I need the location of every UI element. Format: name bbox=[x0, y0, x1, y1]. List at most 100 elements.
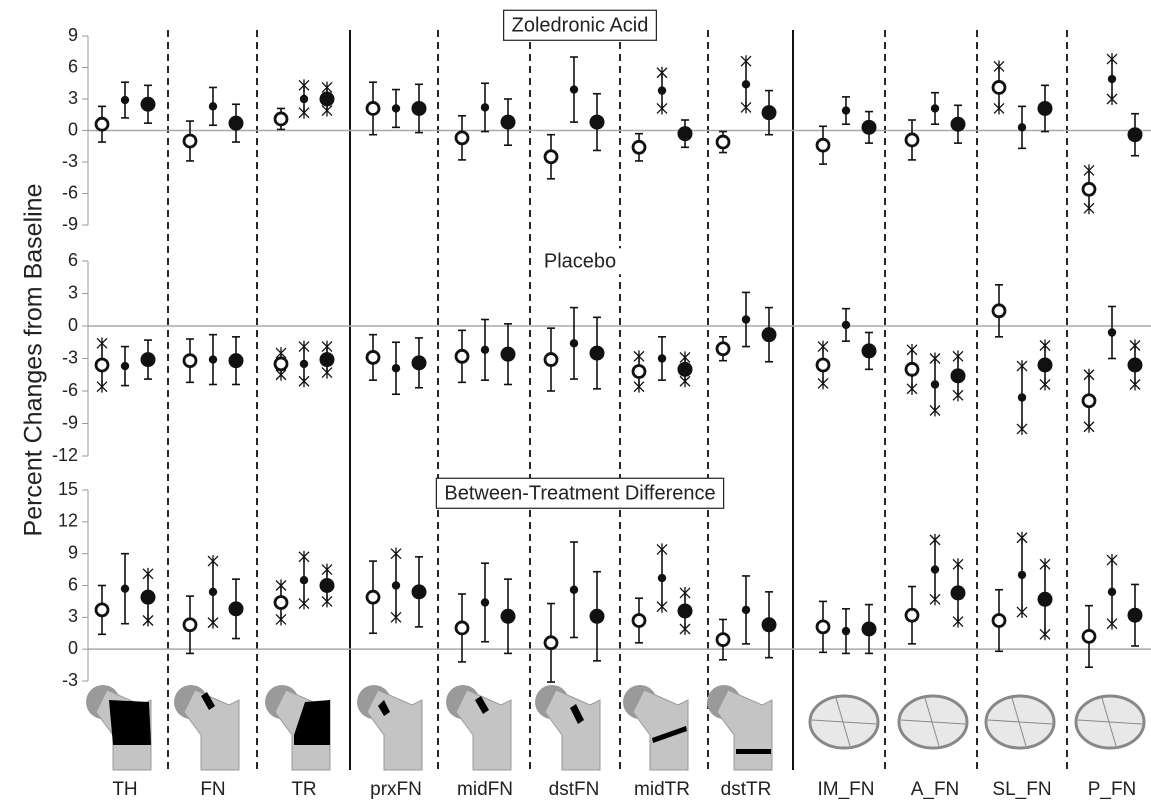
x-tick-label: prxFN bbox=[370, 779, 422, 800]
marker bbox=[817, 139, 829, 151]
marker bbox=[951, 368, 966, 383]
marker bbox=[481, 103, 489, 111]
marker bbox=[951, 585, 966, 600]
marker bbox=[1108, 328, 1116, 336]
marker bbox=[96, 118, 108, 130]
marker bbox=[993, 81, 1005, 93]
marker bbox=[931, 380, 939, 388]
marker bbox=[590, 115, 605, 130]
significance-star bbox=[299, 79, 309, 91]
marker bbox=[658, 354, 666, 362]
marker bbox=[121, 584, 129, 592]
marker bbox=[545, 354, 557, 366]
significance-star bbox=[930, 534, 940, 546]
marker bbox=[906, 609, 918, 621]
marker bbox=[862, 343, 877, 358]
x-tick-label: TR bbox=[291, 779, 316, 800]
panel-title: Zoledronic Acid bbox=[512, 14, 649, 36]
significance-star bbox=[1017, 360, 1027, 372]
marker bbox=[229, 353, 244, 368]
significance-star bbox=[143, 615, 153, 627]
significance-star bbox=[1084, 202, 1094, 214]
marker bbox=[678, 362, 693, 377]
panel-title: Placebo bbox=[544, 250, 616, 272]
femur-neck bbox=[717, 690, 772, 770]
marker bbox=[762, 617, 777, 632]
marker bbox=[951, 117, 966, 132]
marker bbox=[1038, 358, 1053, 373]
marker bbox=[392, 364, 400, 372]
marker bbox=[412, 355, 427, 370]
marker bbox=[931, 565, 939, 573]
marker bbox=[1018, 393, 1026, 401]
y-axis-label: Percent Changes from Baseline bbox=[20, 184, 48, 537]
marker bbox=[300, 360, 308, 368]
significance-star bbox=[953, 616, 963, 628]
marker bbox=[717, 634, 729, 646]
significance-star bbox=[657, 543, 667, 555]
marker bbox=[1018, 571, 1026, 579]
significance-star bbox=[680, 351, 690, 363]
y-tick-label: -9 bbox=[62, 412, 78, 432]
significance-star bbox=[1017, 532, 1027, 544]
marker bbox=[121, 362, 129, 370]
marker bbox=[184, 135, 196, 147]
marker bbox=[717, 343, 729, 355]
marker bbox=[906, 134, 918, 146]
marker bbox=[1083, 630, 1095, 642]
marker bbox=[481, 598, 489, 606]
chart: Percent Changes from Baseline -9-6-30369… bbox=[0, 0, 1151, 807]
marker bbox=[184, 619, 196, 631]
marker bbox=[717, 136, 729, 148]
significance-star bbox=[907, 344, 917, 356]
marker bbox=[141, 590, 156, 605]
y-tick-label: 0 bbox=[68, 119, 78, 139]
significance-star bbox=[953, 389, 963, 401]
significance-star bbox=[1084, 369, 1094, 381]
significance-star bbox=[657, 601, 667, 613]
marker bbox=[209, 588, 217, 596]
marker bbox=[1083, 183, 1095, 195]
marker bbox=[931, 104, 939, 112]
y-tick-label: 0 bbox=[68, 315, 78, 335]
marker bbox=[96, 604, 108, 616]
significance-star bbox=[657, 67, 667, 79]
marker bbox=[862, 622, 877, 637]
y-tick-label: 15 bbox=[58, 479, 78, 499]
marker bbox=[762, 327, 777, 342]
significance-star bbox=[741, 55, 751, 67]
y-tick-label: 6 bbox=[68, 250, 78, 270]
panel-title: Between-Treatment Difference bbox=[444, 482, 715, 504]
marker bbox=[817, 621, 829, 633]
x-tick-label: TH bbox=[112, 779, 137, 800]
significance-star bbox=[1084, 164, 1094, 176]
significance-star bbox=[322, 367, 332, 379]
marker bbox=[456, 132, 468, 144]
x-tick-label: A_FN bbox=[911, 779, 960, 800]
marker bbox=[275, 596, 287, 608]
significance-star bbox=[930, 353, 940, 365]
marker bbox=[590, 609, 605, 624]
significance-star bbox=[97, 381, 107, 393]
significance-star bbox=[907, 383, 917, 395]
significance-star bbox=[276, 580, 286, 592]
significance-star bbox=[1107, 554, 1117, 566]
y-tick-label: 12 bbox=[58, 511, 78, 531]
significance-star bbox=[322, 595, 332, 607]
y-tick-label: -6 bbox=[62, 380, 78, 400]
significance-star bbox=[930, 405, 940, 417]
marker bbox=[184, 355, 196, 367]
significance-star bbox=[299, 551, 309, 563]
marker bbox=[742, 315, 750, 323]
femur-neck bbox=[545, 690, 600, 770]
marker bbox=[1128, 608, 1143, 623]
marker bbox=[590, 346, 605, 361]
significance-star bbox=[680, 623, 690, 635]
marker bbox=[412, 101, 427, 116]
marker bbox=[367, 102, 379, 114]
x-tick-label: dstTR bbox=[721, 779, 772, 800]
marker bbox=[658, 574, 666, 582]
marker bbox=[633, 141, 645, 153]
marker bbox=[412, 584, 427, 599]
marker bbox=[392, 581, 400, 589]
